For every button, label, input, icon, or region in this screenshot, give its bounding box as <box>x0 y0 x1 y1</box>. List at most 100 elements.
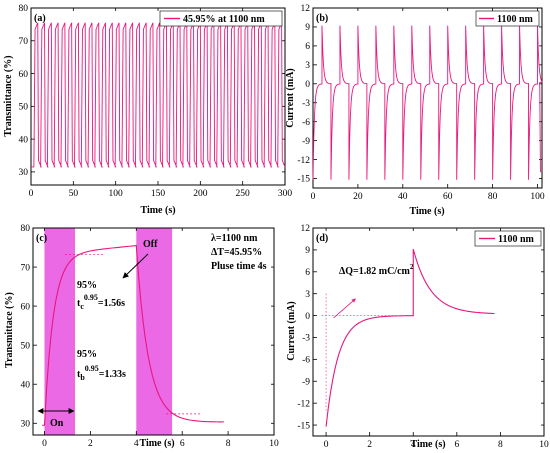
panel-c-ytick-label: 40 <box>21 380 31 390</box>
panel-c-tb-label: tb0.95=1.33s <box>77 364 126 382</box>
panel-d-ytick-label: 3 <box>305 290 310 300</box>
panel-b-ytick-label: -15 <box>297 175 310 185</box>
panel-c-info-pulse-time: Pluse time 4s <box>211 261 267 272</box>
panel-a-label: (a) <box>34 13 46 24</box>
panel-a-legend: 45.95% at 1100 nm <box>159 10 283 27</box>
panel-c-off-label: Off <box>143 239 158 250</box>
panel-c: 0 2 4 6 8 10 30 40 50 60 70 80 (c) λ=1100 nm ΔT=45.… <box>4 224 279 449</box>
panel-c-xtick-label: 0 <box>42 439 47 449</box>
panel-c-ytick-label: 80 <box>21 224 31 234</box>
panel-a-xtick-label: 50 <box>69 189 79 199</box>
panel-b-ytick-label: -12 <box>297 156 310 166</box>
panel-d-legend: 1100 nm <box>474 230 542 247</box>
panel-c-ytick-label: 70 <box>21 263 31 273</box>
panel-a-xtick-label: 300 <box>278 189 293 199</box>
panel-a-xlabel: Time (s) <box>140 205 175 216</box>
panel-c-ytick-label: 60 <box>21 302 31 312</box>
panel-d-ytick-label: -12 <box>297 399 310 409</box>
panel-c-on-label: On <box>50 418 64 429</box>
panel-b-ytick-label: 0 <box>305 80 310 90</box>
panel-d-frame <box>312 227 545 437</box>
panel-c-off-arrow <box>122 253 149 279</box>
panel-d-label: (d) <box>316 233 328 244</box>
panel-b-xtick-label: 20 <box>353 192 363 202</box>
panel-c-95-bottom: 95% <box>77 349 97 360</box>
panel-b-xlabel: Time (s) <box>409 206 444 217</box>
panel-d-xtick-label: 6 <box>454 440 459 450</box>
panel-a: 0 50 100 150 200 250 300 30 40 50 60 70 80 (a) 45.95… <box>3 4 292 216</box>
panel-a-xtick-label: 100 <box>109 189 124 199</box>
panel-b-legend-label: 1100 nm <box>497 14 534 25</box>
panel-b-xtick-label: 100 <box>530 192 545 202</box>
panel-d-charge-arrow <box>333 298 356 319</box>
panel-d-ytick-label: 6 <box>305 268 310 278</box>
panel-c-frame <box>32 227 275 436</box>
panel-c-info-wavelength: λ=1100 nm <box>211 233 258 244</box>
panel-b-frame <box>312 7 543 189</box>
panel-a-legend-label: 45.95% at 1100 nm <box>183 14 265 25</box>
panel-d-charge-annotation: ΔQ=1.82 mC/cm2 <box>339 263 414 277</box>
panel-b: 0 20 40 60 80 100 -15 -12 -9 -6 -3 0 3 6 9 12 (b) 1100 … <box>285 4 545 217</box>
panel-d-ytick-label: -6 <box>302 356 310 366</box>
panel-c-xlabel: Time (s) <box>139 438 174 449</box>
panel-c-xtick-label: 6 <box>180 439 185 449</box>
panel-a-ylabel: Transmittance (%) <box>3 55 14 136</box>
panel-b-ytick-label: -6 <box>302 118 310 128</box>
panel-b-ylabel: Current (mA) <box>285 68 296 128</box>
panel-d-ylabel: Current (mA) <box>286 301 297 361</box>
panel-a-ytick-label: 40 <box>19 135 29 145</box>
panel-d-ytick-label: -9 <box>302 377 310 387</box>
panel-d-xlabel: Time (s) <box>410 439 445 450</box>
panel-a-ytick-label: 70 <box>19 37 29 47</box>
panel-a-xtick-label: 200 <box>193 189 208 199</box>
panel-d-xtick-label: 8 <box>498 440 503 450</box>
panel-c-95-top: 95% <box>77 280 97 291</box>
panel-c-on-shade <box>44 228 76 435</box>
panel-b-xtick-label: 40 <box>398 192 408 202</box>
panel-c-xtick-label: 10 <box>269 439 279 449</box>
panel-a-ytick-label: 60 <box>19 70 29 80</box>
panel-b-xtick-label: 80 <box>488 192 498 202</box>
panel-c-tc-label: tc0.95=1.56s <box>77 293 125 311</box>
panel-d-legend-label: 1100 nm <box>498 234 535 245</box>
panel-c-xtick-label: 8 <box>226 439 231 449</box>
panel-d-ytick-label: 0 <box>305 312 310 322</box>
panel-d-ytick-label: 12 <box>301 224 311 234</box>
panel-b-ytick-label: 6 <box>305 42 310 52</box>
panel-c-off-shade <box>136 228 173 435</box>
panel-a-xtick-label: 0 <box>29 189 34 199</box>
panel-a-xtick-label: 150 <box>151 189 166 199</box>
panel-c-info-delta-t: ΔT=45.95% <box>211 247 262 258</box>
panel-d-xtick-label: 0 <box>324 440 329 450</box>
panel-d-xtick-label: 10 <box>539 440 549 450</box>
panel-c-ytick-label: 30 <box>21 419 31 429</box>
panel-d-series-line <box>325 249 495 427</box>
panel-c-ylabel: Transmittace (%) <box>4 292 15 368</box>
panel-d-ytick-label: -15 <box>297 421 310 431</box>
panel-a-xtick-label: 250 <box>236 189 251 199</box>
panel-d-xtick-label: 4 <box>411 440 416 450</box>
panel-b-ytick-label: -3 <box>302 99 310 109</box>
panel-c-xtick-label: 4 <box>134 439 139 449</box>
panel-a-ytick-label: 50 <box>19 103 29 113</box>
panel-b-label: (b) <box>316 13 328 24</box>
panel-b-xtick-label: 60 <box>443 192 453 202</box>
panel-a-series-line <box>31 22 286 168</box>
panel-b-xtick-label: 0 <box>311 192 316 202</box>
panel-b-ytick-label: -9 <box>302 137 310 147</box>
panel-d-xtick-label: 2 <box>367 440 372 450</box>
panel-b-ytick-label: 3 <box>305 61 310 71</box>
panel-d: 0 2 4 6 8 10 -15 -12 -9 -6 -3 0 3 6 9 12 (d) 1100 nm ΔQ… <box>286 224 549 450</box>
panel-d-ytick-label: -3 <box>302 334 310 344</box>
panel-a-ytick-label: 80 <box>19 4 29 14</box>
panel-b-ytick-label: 12 <box>301 4 311 14</box>
panel-b-ytick-label: 9 <box>305 23 310 33</box>
panel-c-label: (c) <box>36 233 47 244</box>
panel-c-ytick-label: 50 <box>21 341 31 351</box>
panel-b-series-line <box>312 25 543 180</box>
panel-c-xtick-label: 2 <box>88 439 93 449</box>
panel-d-ytick-label: 9 <box>305 246 310 256</box>
panel-c-series-line <box>42 244 225 426</box>
panel-a-ytick-label: 30 <box>19 168 29 178</box>
